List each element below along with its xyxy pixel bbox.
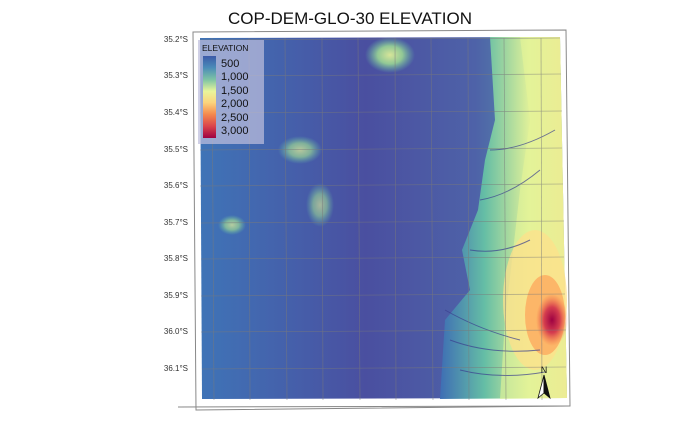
peak-area <box>536 294 568 346</box>
lat-label: 35.9°S <box>163 291 188 300</box>
north-arrow-icon <box>537 374 551 400</box>
legend-label: 500 <box>221 58 240 70</box>
north-hill-2 <box>278 136 322 164</box>
lat-label: 35.5°S <box>163 145 188 154</box>
legend-label: 3,000 <box>221 125 249 137</box>
west-hill <box>218 215 246 235</box>
legend-color-ramp <box>203 56 216 138</box>
mid-hill <box>306 183 334 227</box>
lat-label: 35.2°S <box>163 35 188 44</box>
lat-label: 35.4°S <box>163 108 188 117</box>
lat-label: 35.6°S <box>163 181 188 190</box>
map-title: COP-DEM-GLO-30 ELEVATION <box>227 9 473 28</box>
legend-label: 2,000 <box>221 98 249 110</box>
drainage-network <box>444 129 556 377</box>
lat-label: 35.8°S <box>163 254 188 263</box>
lat-label: 36.1°S <box>163 364 188 373</box>
elevation-legend: ELEVATION 500 1,000 1,500 2,000 2,500 3,… <box>198 40 264 144</box>
legend-title: ELEVATION <box>202 43 249 53</box>
north-hill-1 <box>365 37 415 73</box>
lat-label: 36.0°S <box>163 327 188 336</box>
lat-label: 35.7°S <box>163 218 188 227</box>
north-arrow: N <box>533 365 555 401</box>
lat-label: 35.3°S <box>163 71 188 80</box>
north-label: N <box>540 365 548 375</box>
legend-label: 2,500 <box>221 112 249 124</box>
legend-label: 1,500 <box>221 85 249 97</box>
legend-label: 1,000 <box>221 71 249 83</box>
